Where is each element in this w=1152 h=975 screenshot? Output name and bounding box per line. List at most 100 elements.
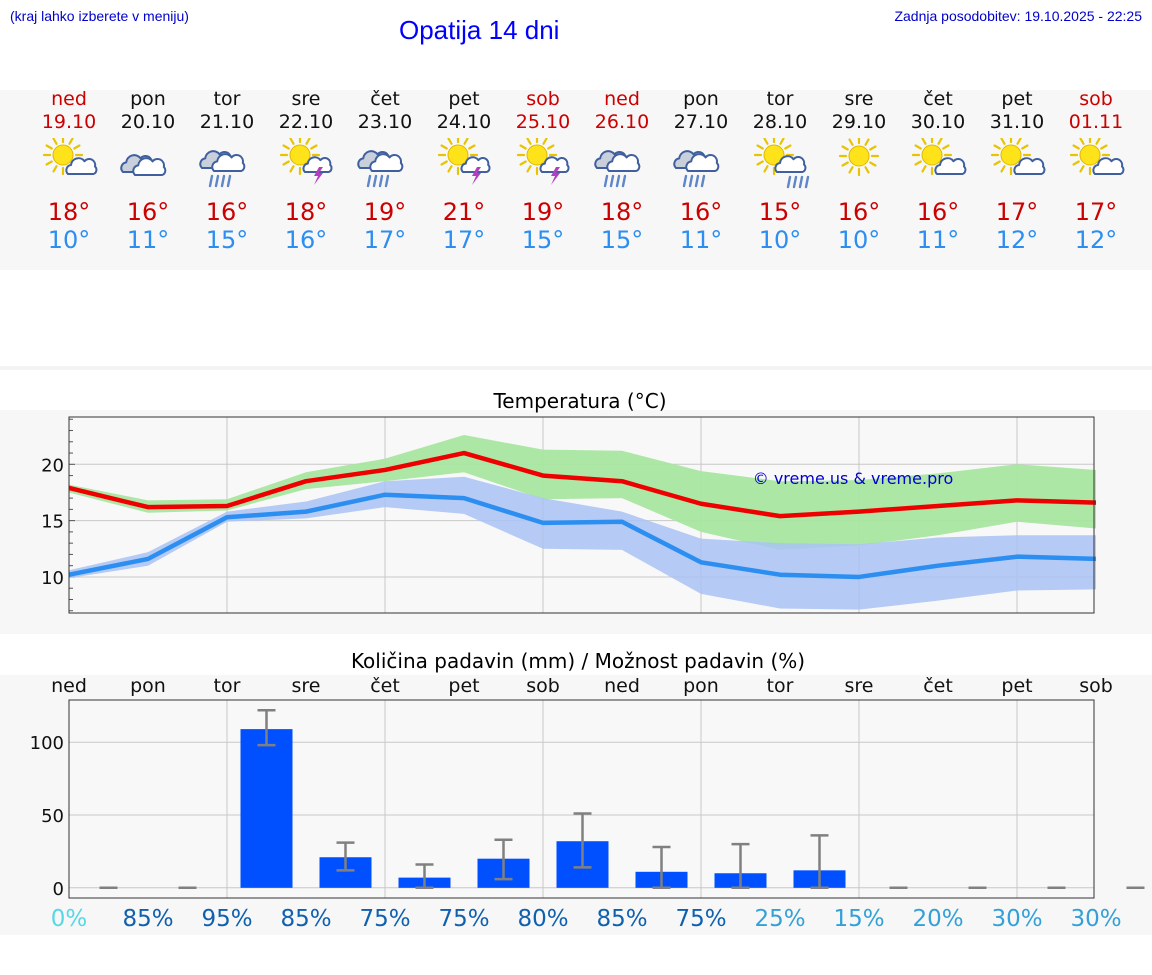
plot-frame [68, 416, 1095, 614]
day-tmin: 10° [758, 226, 802, 254]
day-tmax: 16° [679, 198, 723, 226]
day-date: 30.10 [910, 111, 966, 133]
day-tmax: 16° [126, 198, 170, 226]
day-date: 20.10 [120, 111, 176, 133]
last-updated: Zadnja posodobitev: 19.10.2025 - 22:25 [894, 8, 1142, 24]
weather-icon [279, 138, 333, 185]
day-date: 27.10 [673, 111, 729, 133]
rain-cloud-icon [672, 150, 719, 188]
day-date: 01.11 [1068, 111, 1124, 133]
precip-day-label: pet [448, 675, 479, 697]
day-tmin: 11° [679, 226, 723, 254]
precip-probability-label: 30% [991, 906, 1042, 932]
sun-cloud-icon [42, 138, 97, 176]
day-name: pon [683, 88, 719, 110]
rain-cloud-icon [198, 150, 245, 188]
precip-probability-label: 30% [1070, 906, 1121, 932]
weather-icon [1069, 138, 1124, 176]
precip-chart-title: Količina padavin (mm) / Možnost padavin … [351, 649, 805, 673]
day-tmax: 19° [521, 198, 565, 226]
temperature-chart: Temperatura (°C) 10 15 20 © vreme.us & vrem… [41, 389, 1097, 614]
weather-icon [753, 138, 809, 189]
day-tmax: 18° [600, 198, 644, 226]
day-tmin: 11° [916, 226, 960, 254]
day-tmax: 17° [1074, 198, 1118, 226]
sun-cloud-icon [1069, 138, 1124, 176]
page-title: Opatija 14 dni [399, 15, 560, 45]
precip-probability-label: 75% [438, 906, 489, 932]
day-tmax: 15° [758, 198, 802, 226]
weather-icon [990, 138, 1045, 176]
day-date: 21.10 [199, 111, 255, 133]
day-tmax: 16° [205, 198, 249, 226]
day-name: pon [130, 88, 166, 110]
y-tick-label: 50 [41, 806, 64, 827]
precipitation-chart: Količina padavin (mm) / Možnost padavin … [30, 649, 1145, 932]
precip-day-label: pet [1001, 675, 1032, 697]
temp-chart-title: Temperatura (°C) [492, 389, 666, 413]
day-date: 29.10 [831, 111, 887, 133]
day-name: sre [844, 88, 874, 110]
y-tick-label: 15 [41, 512, 64, 533]
day-tmin: 17° [363, 226, 407, 254]
day-tmax: 16° [837, 198, 881, 226]
sun-icon [838, 138, 879, 177]
day-name: ned [604, 88, 640, 110]
rain-cloud-icon [356, 150, 403, 188]
day-tmin: 12° [1074, 226, 1118, 254]
weather-icon [119, 154, 166, 176]
precip-probability-label: 0% [51, 906, 88, 932]
day-tmin: 12° [995, 226, 1039, 254]
weather-icon [838, 138, 879, 177]
day-date: 25.10 [515, 111, 571, 133]
weather-icon [42, 138, 97, 176]
sun-storm-icon [279, 138, 333, 185]
day-name: pet [1001, 88, 1033, 110]
weather-icon [593, 150, 640, 188]
day-name: ned [51, 88, 87, 110]
day-name: čet [923, 88, 953, 110]
day-tmin: 15° [521, 226, 565, 254]
precip-day-label: sob [526, 675, 560, 697]
day-tmin: 16° [284, 226, 328, 254]
day-tmin: 15° [600, 226, 644, 254]
day-date: 26.10 [594, 111, 650, 133]
day-date: 23.10 [357, 111, 413, 133]
weather-icon [516, 138, 570, 185]
precip-probability-label: 85% [280, 906, 331, 932]
precip-probability-label: 25% [754, 906, 805, 932]
day-tmin: 11° [126, 226, 170, 254]
day-tmax: 17° [995, 198, 1039, 226]
day-tmax: 21° [442, 198, 486, 226]
day-tmin: 10° [47, 226, 91, 254]
precip-probability-label: 15% [833, 906, 884, 932]
day-date: 19.10 [41, 111, 97, 133]
day-tmax: 19° [363, 198, 407, 226]
location-hint: (kraj lahko izberete v meniju) [10, 8, 189, 24]
precip-probability-label: 20% [912, 906, 963, 932]
precip-day-label: čet [923, 675, 953, 697]
rain-cloud-icon [593, 150, 640, 188]
day-name: sob [526, 88, 560, 110]
precip-day-label: tor [214, 675, 241, 697]
precip-probability-label: 85% [596, 906, 647, 932]
precip-day-label: sre [845, 675, 874, 697]
plot-frame [68, 699, 1095, 899]
sun-storm-icon [437, 138, 491, 185]
day-name: tor [766, 88, 794, 110]
precip-probability-label: 95% [201, 906, 252, 932]
y-tick-label: 100 [30, 733, 64, 754]
y-tick-label: 0 [53, 879, 64, 900]
weather-icon [437, 138, 491, 185]
day-tmax: 16° [916, 198, 960, 226]
precip-day-label: tor [767, 675, 794, 697]
day-date: 24.10 [436, 111, 492, 133]
precip-day-label: pon [683, 675, 719, 697]
weather-icon [672, 150, 719, 188]
sun-storm-icon [516, 138, 570, 185]
day-name: tor [213, 88, 241, 110]
weather-icon [911, 138, 966, 176]
day-tmax: 18° [284, 198, 328, 226]
credit-annotation: © vreme.us & vreme.pro [753, 469, 954, 488]
day-tmin: 10° [837, 226, 881, 254]
